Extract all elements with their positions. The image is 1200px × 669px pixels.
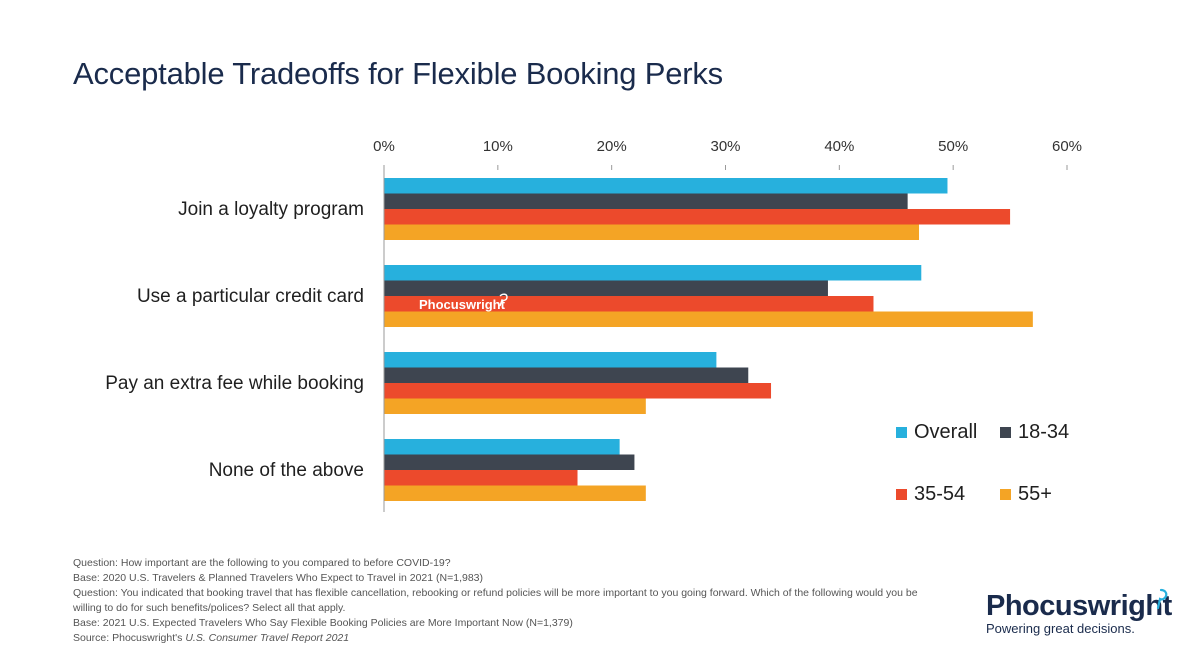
legend-swatch	[1000, 489, 1011, 500]
bar	[384, 265, 922, 281]
legend-label: 55+	[1018, 483, 1052, 505]
legend-swatch	[896, 489, 907, 500]
legend-label: 18-34	[1018, 421, 1069, 443]
logo-tagline: Powering great decisions.	[986, 621, 1135, 636]
x-tick-label: 30%	[710, 138, 740, 155]
base-1: Base: 2020 U.S. Travelers & Planned Trav…	[73, 572, 484, 584]
x-tick-label: 20%	[597, 138, 627, 155]
bar	[384, 311, 1033, 327]
question-2: Question: You indicated that booking tra…	[73, 587, 918, 614]
bar	[384, 280, 828, 296]
x-tick-label: 50%	[938, 138, 968, 155]
bar	[384, 454, 635, 470]
watermark-icon	[499, 293, 508, 307]
x-tick-label: 60%	[1052, 138, 1082, 155]
bar	[384, 209, 1011, 225]
x-tick-label: 10%	[483, 138, 513, 155]
logo-wordmark: Phocuswright	[986, 590, 1172, 622]
source-prefix: Source: Phocuswright's	[73, 632, 186, 644]
x-tick-label: 40%	[824, 138, 854, 155]
legend-swatch	[896, 427, 907, 438]
question-1: Question: How important are the followin…	[73, 557, 451, 569]
legend-label: Overall	[914, 421, 977, 443]
legend-label: 35-54	[914, 483, 965, 505]
category-label: Pay an extra fee while booking	[105, 373, 364, 394]
category-label: None of the above	[209, 460, 364, 481]
x-tick-label: 0%	[373, 138, 395, 155]
bar	[384, 439, 620, 455]
bar	[384, 383, 772, 399]
bar	[384, 367, 749, 383]
phocuswright-logo: Phocuswright Powering great decisions.	[986, 588, 1172, 636]
base-2: Base: 2021 U.S. Expected Travelers Who S…	[73, 617, 573, 629]
chart-title: Acceptable Tradeoffs for Flexible Bookin…	[73, 56, 723, 91]
bar	[384, 352, 717, 368]
chart-notes: Question: How important are the followin…	[73, 556, 923, 646]
bar	[384, 470, 578, 486]
source-title: U.S. Consumer Travel Report 2021	[185, 632, 350, 644]
bar	[384, 193, 908, 209]
watermark-text: Phocuswright	[419, 297, 506, 312]
category-label: Join a loyalty program	[178, 199, 364, 220]
source-note: Source: Phocuswright's U.S. Consumer Tra…	[73, 631, 923, 646]
bar	[384, 398, 646, 414]
logo-speech-icon	[1156, 588, 1168, 610]
bar	[384, 224, 920, 240]
bar	[384, 178, 948, 194]
legend-swatch	[1000, 427, 1011, 438]
category-label: Use a particular credit card	[137, 286, 364, 307]
bar	[384, 485, 646, 501]
